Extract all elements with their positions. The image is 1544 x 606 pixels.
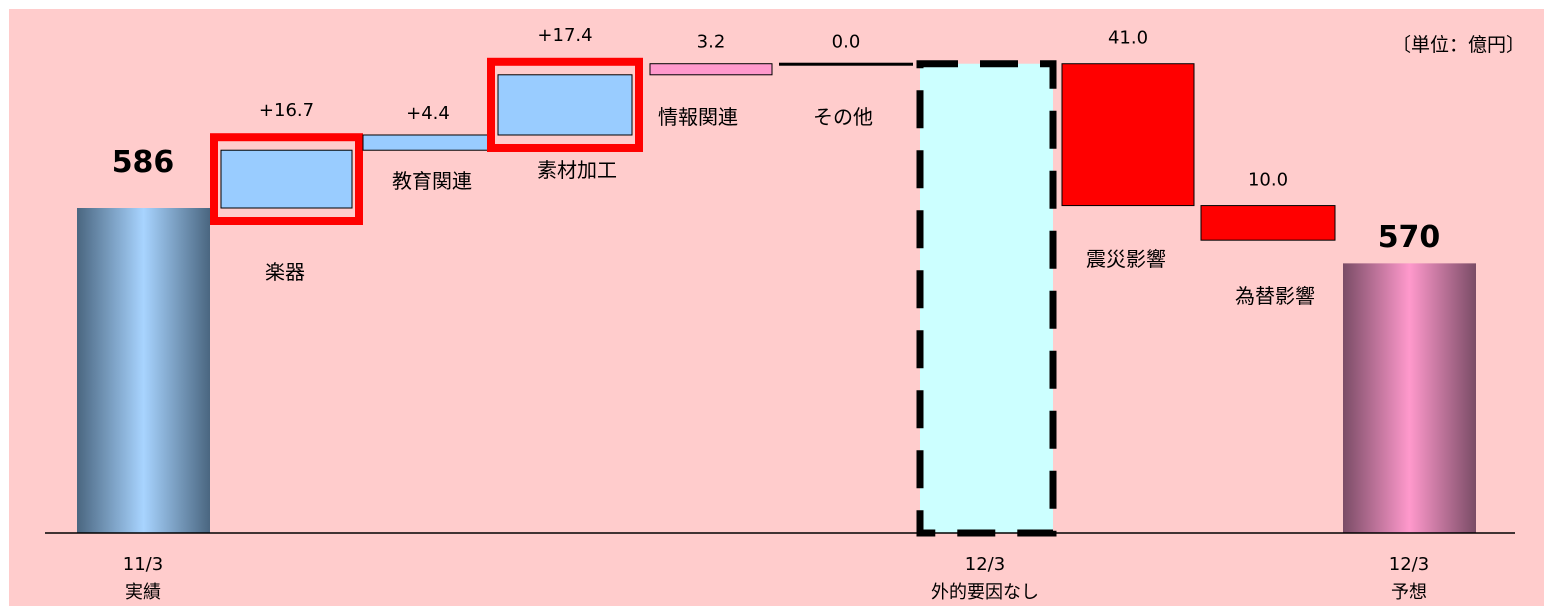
subtotal-category-label-line1: 12/3 [965, 554, 1005, 575]
step-name-joho: 情報関連 [658, 105, 738, 129]
step-name-kawase: 為替影響 [1235, 284, 1315, 308]
plot-background [9, 9, 1544, 606]
subtotal-bar [916, 60, 1057, 537]
step-bar-kyoiku [362, 134, 494, 151]
step-name-sozai: 素材加工 [537, 158, 617, 182]
step-value-sonota: 0.0 [832, 32, 861, 53]
unit-label: 〔単位：億円〕 [1392, 34, 1525, 56]
highlight-box-sozai [487, 57, 643, 152]
start-bar [77, 208, 210, 533]
step-value-shinsai: 41.0 [1108, 28, 1148, 49]
step-bar-gakki [220, 149, 353, 209]
step-bar-kawase [1200, 205, 1336, 241]
step-bar-shinsai [1061, 63, 1195, 207]
step-name-gakki: 楽器 [265, 260, 305, 284]
end-category-label-line2: 予想 [1391, 582, 1427, 603]
step-kyoiku: +4.4 教育関連 [362, 103, 494, 193]
start-category-label-line1: 11/3 [123, 554, 163, 575]
highlight-box-gakki [210, 133, 363, 225]
negative-steps: 41.0 震災影響 10.0 為替影響 [1061, 28, 1336, 308]
step-sonota: 0.0 その他 [779, 32, 913, 129]
step-value-joho: 3.2 [697, 32, 726, 53]
step-bar-sonota [779, 62, 913, 66]
step-sozai: +17.4 素材加工 [487, 25, 643, 182]
end-category-label-line1: 12/3 [1389, 554, 1429, 575]
step-value-sozai: +17.4 [537, 25, 592, 46]
step-name-shinsai: 震災影響 [1086, 247, 1166, 271]
start-value-label: 586 [112, 145, 175, 180]
subtotal-category-label-line2: 外的要因なし [931, 582, 1039, 603]
end-value-label: 570 [1378, 220, 1441, 255]
step-joho: 3.2 情報関連 [649, 32, 773, 129]
step-value-gakki: +16.7 [259, 100, 314, 121]
step-bar-joho [649, 63, 773, 76]
step-shinsai: 41.0 震災影響 [1061, 28, 1195, 271]
step-kawase: 10.0 為替影響 [1200, 170, 1336, 308]
step-bar-sozai [497, 74, 633, 136]
step-name-sonota: その他 [813, 105, 873, 129]
end-bar [1343, 263, 1476, 533]
step-name-kyoiku: 教育関連 [392, 169, 472, 193]
step-gakki: +16.7 楽器 [210, 100, 363, 284]
increase-steps: +16.7 楽器 +4.4 教育関連 +17.4 素材加工 3.2 情報関連 [210, 25, 913, 284]
step-value-kyoiku: +4.4 [406, 103, 450, 124]
step-value-kawase: 10.0 [1248, 170, 1288, 191]
start-category-label-line2: 実績 [125, 582, 161, 603]
